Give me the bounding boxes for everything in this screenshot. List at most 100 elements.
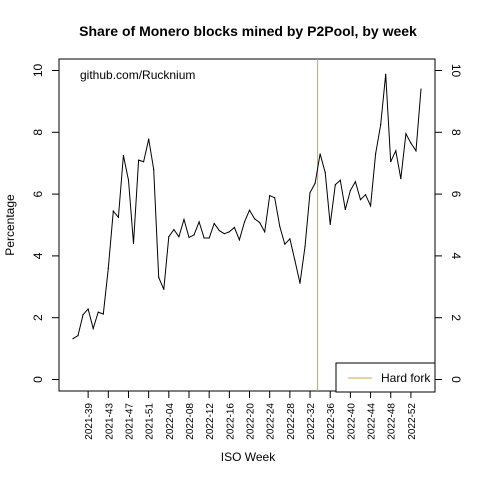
data-point: [92, 327, 94, 330]
data-point: [415, 150, 417, 152]
data-point: [334, 184, 336, 186]
data-point: [284, 243, 286, 245]
data-point: [178, 236, 180, 238]
data-point: [395, 150, 397, 152]
data-point: [82, 314, 84, 316]
data-point: [183, 218, 185, 221]
data-point: [243, 221, 246, 223]
chart-title: Share of Monero blocks mined by P2Pool, …: [79, 23, 417, 39]
data-point: [127, 179, 130, 181]
y-tick-label-left: 6: [31, 190, 45, 197]
x-tick-label: 2022-20: [246, 403, 257, 440]
data-point: [339, 179, 341, 181]
y-axis-right: 0 2 4 6 8 10: [435, 64, 463, 383]
data-point: [329, 223, 331, 225]
x-tick-label: 2022-44: [367, 403, 378, 440]
data-point: [248, 209, 251, 211]
data-point: [264, 231, 266, 233]
data-point: [369, 205, 372, 207]
data-point: [314, 182, 316, 184]
x-tick-label: 2022-12: [205, 403, 216, 440]
y-tick-label-right: 4: [449, 253, 463, 260]
data-point: [289, 238, 291, 240]
data-point: [87, 308, 89, 310]
data-point: [228, 231, 230, 233]
y-tick-label-left: 0: [31, 376, 45, 383]
data-point: [193, 234, 195, 236]
data-point: [294, 259, 296, 262]
data-point: [375, 153, 377, 155]
legend: Hard fork: [335, 362, 436, 393]
y-tick-label-left: 4: [31, 252, 45, 259]
data-point: [72, 338, 74, 340]
data-point: [198, 221, 200, 223]
data-point: [324, 171, 326, 174]
data-point: [233, 226, 235, 229]
x-tick-label: 2021-47: [124, 403, 135, 440]
data-point: [380, 123, 382, 126]
data-point: [213, 222, 215, 225]
data-point: [148, 138, 150, 140]
data-point: [143, 161, 145, 163]
x-tick-label: 2021-43: [104, 403, 115, 440]
x-tick-label: 2022-04: [165, 403, 176, 440]
plot-area-frame: [58, 58, 436, 392]
data-point: [77, 335, 79, 337]
data-point: [344, 208, 346, 211]
data-point: [168, 236, 170, 238]
y-tick-label-right: 6: [449, 191, 463, 198]
data-point: [238, 239, 241, 241]
data-point: [274, 197, 276, 199]
x-tick-label: 2022-16: [225, 403, 236, 440]
data-point: [359, 199, 362, 201]
data-point: [188, 236, 190, 238]
y-tick-label-right: 10: [449, 64, 463, 78]
data-point: [269, 195, 271, 197]
source-annotation: github.com/Rucknium: [80, 68, 195, 82]
data-point: [259, 221, 261, 224]
x-tick-label: 2022-40: [346, 403, 357, 440]
data-point: [400, 178, 402, 180]
x-tick-label: 2022-28: [286, 403, 297, 440]
y-tick-label-left: 2: [31, 314, 45, 321]
data-point: [299, 282, 301, 284]
data-point: [102, 313, 104, 315]
data-point: [223, 233, 225, 235]
x-tick-label: 2022-08: [185, 403, 196, 440]
y-tick-label-right: 8: [449, 129, 463, 136]
data-point: [405, 133, 407, 135]
data-point: [158, 276, 160, 279]
y-tick-label-left: 10: [31, 64, 45, 78]
y-tick-label-left: 8: [31, 129, 45, 136]
data-point: [218, 229, 220, 232]
data-point: [390, 161, 392, 163]
x-tick-label: 2021-39: [84, 403, 95, 440]
data-point: [354, 181, 357, 183]
x-axis: 2021-39 2021-43 2021-47 2021-51 2022-04 2022-…: [84, 390, 418, 440]
data-point: [304, 246, 306, 248]
data-point: [203, 237, 205, 239]
data-point: [410, 142, 412, 144]
legend-label-hard-fork: Hard fork: [381, 371, 431, 385]
data-point: [97, 311, 99, 313]
y-axis-label: Percentage: [3, 194, 17, 256]
x-tick-label: 2022-52: [407, 403, 418, 440]
data-point: [137, 159, 140, 161]
data-point: [163, 288, 165, 290]
y-tick-label-right: 2: [449, 314, 463, 321]
data-point: [122, 154, 125, 157]
x-tick-label: 2021-51: [145, 403, 156, 440]
series-line: [72, 74, 422, 340]
data-point: [208, 237, 210, 239]
x-axis-label: ISO Week: [221, 450, 276, 464]
data-point: [309, 191, 311, 194]
data-point: [385, 73, 387, 75]
data-point: [117, 216, 119, 218]
x-tick-label: 2022-24: [266, 403, 277, 440]
data-point: [132, 242, 135, 245]
series-group: [72, 73, 422, 340]
data-point: [349, 189, 351, 191]
x-tick-label: 2022-48: [387, 403, 398, 440]
data-point: [153, 168, 155, 170]
